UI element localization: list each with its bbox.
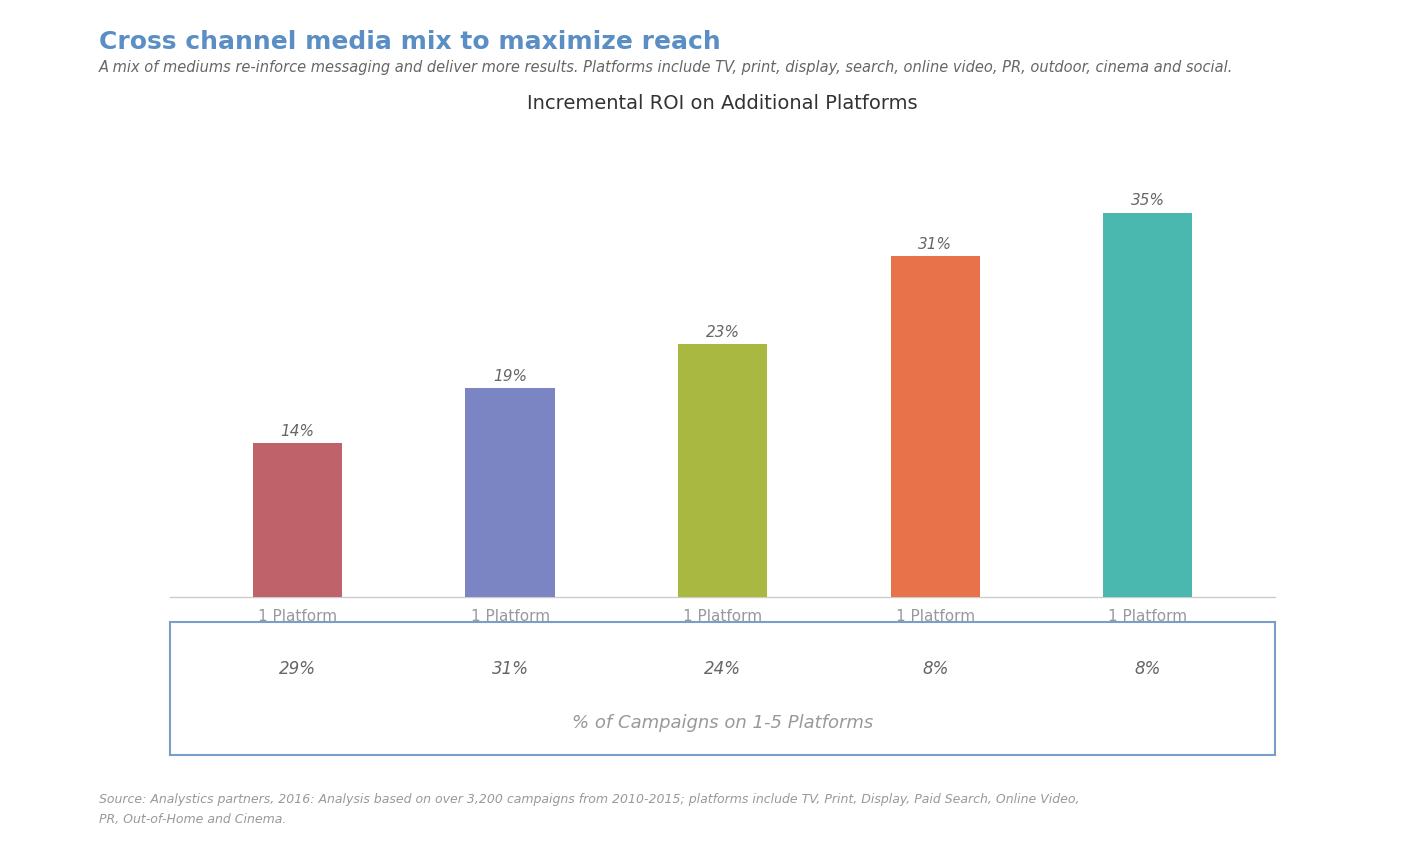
Text: 8%: 8% — [922, 659, 948, 677]
Text: Cross channel media mix to maximize reach: Cross channel media mix to maximize reac… — [99, 30, 721, 54]
Bar — [679, 345, 768, 597]
Text: A mix of mediums re-inforce messaging and deliver more results. Platforms includ: A mix of mediums re-inforce messaging an… — [99, 60, 1234, 75]
Text: 23%: 23% — [706, 324, 740, 339]
Bar — [465, 389, 555, 597]
Bar — [252, 444, 343, 597]
Text: 31%: 31% — [492, 659, 529, 677]
Text: 29%: 29% — [279, 659, 316, 677]
Bar — [891, 257, 981, 597]
Text: % of Campaigns on 1-5 Platforms: % of Campaigns on 1-5 Platforms — [572, 713, 873, 731]
Text: 14%: 14% — [281, 423, 315, 438]
Text: 19%: 19% — [493, 368, 527, 383]
Text: 31%: 31% — [918, 236, 952, 252]
Text: PR, Out-of-Home and Cinema.: PR, Out-of-Home and Cinema. — [99, 812, 286, 825]
Bar — [1104, 213, 1193, 597]
Text: 8%: 8% — [1135, 659, 1161, 677]
Text: Source: Analystics partners, 2016: Analysis based on over 3,200 campaigns from 2: Source: Analystics partners, 2016: Analy… — [99, 792, 1080, 804]
Title: Incremental ROI on Additional Platforms: Incremental ROI on Additional Platforms — [527, 94, 918, 113]
Text: 24%: 24% — [704, 659, 741, 677]
Text: 35%: 35% — [1131, 193, 1165, 208]
